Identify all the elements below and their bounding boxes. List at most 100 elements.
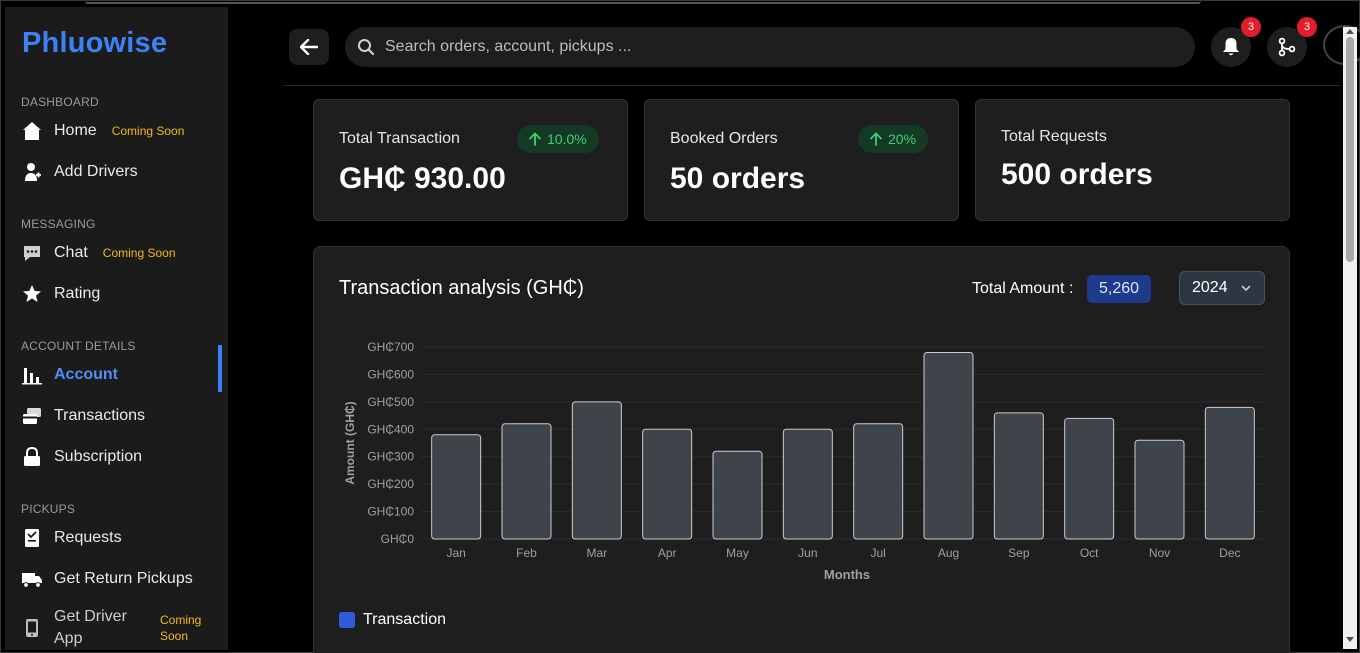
stat-value: 50 orders <box>670 162 806 195</box>
y-tick-label: GH₵500 <box>367 395 414 409</box>
branches-button[interactable]: 3 <box>1267 17 1317 67</box>
sidebar-item-add-drivers[interactable]: Add Drivers <box>21 159 221 185</box>
bar-jan <box>431 434 482 540</box>
sidebar-item-label: Add Drivers <box>54 163 138 180</box>
sidebar-item-subscription[interactable]: Subscription <box>21 444 221 470</box>
legend-swatch <box>339 612 355 628</box>
sidebar-item-label: Account <box>54 366 118 383</box>
bar-apr <box>642 428 693 540</box>
bar-aug <box>923 351 974 540</box>
sidebar-item-label: Requests <box>54 529 122 546</box>
sidebar-item-transactions[interactable]: Transactions <box>21 403 221 429</box>
total-amount-label: Total Amount : <box>972 280 1074 297</box>
search-icon <box>358 39 375 56</box>
search-input[interactable] <box>385 38 1165 56</box>
arrow-up-icon <box>529 132 541 146</box>
truck-icon <box>21 568 43 590</box>
bar-nov <box>1134 439 1185 540</box>
coming-soon-label: Coming Soon <box>111 124 185 138</box>
y-tick-label: GH₵100 <box>367 505 414 519</box>
back-button[interactable] <box>289 29 329 65</box>
x-tick-label: Dec <box>1219 546 1240 560</box>
sidebar: Phluowise DASHBOARD Home Coming Soon Add… <box>5 7 228 650</box>
sidebar-item-get-return-pickups[interactable]: Get Return Pickups <box>21 566 221 592</box>
notification-badge: 3 <box>1241 17 1261 37</box>
branches-badge: 3 <box>1297 17 1317 37</box>
sidebar-item-label: Subscription <box>54 448 143 465</box>
window-top-edge <box>85 1 1201 4</box>
x-tick-label: May <box>726 546 749 560</box>
sidebar-item-account[interactable]: Account <box>21 362 221 388</box>
section-pickups: PICKUPS <box>21 502 76 516</box>
transactions-icon <box>21 405 43 427</box>
stat-title: Total Requests <box>1001 128 1107 145</box>
sidebar-item-rating[interactable]: Rating <box>21 281 221 307</box>
header-divider <box>283 85 1341 86</box>
sidebar-item-label: Home <box>54 122 97 139</box>
sidebar-item-get-driver-app[interactable]: Get Driver App Coming Soon <box>21 605 221 651</box>
sidebar-item-label: Get Return Pickups <box>54 570 193 587</box>
notifications-button[interactable]: 3 <box>1211 17 1261 67</box>
scroll-up-arrow[interactable] <box>1346 29 1354 34</box>
home-icon <box>21 120 43 142</box>
active-indicator <box>218 345 222 392</box>
chat-icon <box>21 242 43 264</box>
sidebar-item-label: Rating <box>54 285 101 302</box>
x-tick-label: Feb <box>516 546 537 560</box>
bar-sep <box>993 412 1044 540</box>
x-tick-label: Jan <box>446 546 465 560</box>
sidebar-item-chat[interactable]: Chat Coming Soon <box>21 240 221 266</box>
stat-value: 500 orders <box>1001 158 1153 191</box>
change-value: 20% <box>888 131 917 147</box>
stat-card-total-requests: Total Requests 500 orders <box>975 99 1290 221</box>
y-tick-label: GH₵200 <box>367 477 414 491</box>
bar-may <box>712 450 763 540</box>
y-tick-label: GH₵400 <box>367 422 414 436</box>
bar-chart-icon <box>21 364 43 386</box>
chevron-down-icon <box>1241 285 1251 292</box>
bell-icon <box>1223 38 1239 56</box>
y-tick-label: GH₵600 <box>367 367 414 381</box>
phone-icon <box>21 617 43 639</box>
x-tick-label: Jun <box>798 546 817 560</box>
x-tick-label: Mar <box>586 546 607 560</box>
bar-mar <box>571 401 622 540</box>
stat-title: Total Transaction <box>339 130 460 147</box>
y-tick-label: GH₵0 <box>381 532 415 546</box>
transaction-analysis-card: Transaction analysis (GH₵) Total Amount … <box>313 246 1290 653</box>
search-bar[interactable] <box>345 27 1195 67</box>
x-axis-label: Months <box>824 567 870 582</box>
bar-jun <box>782 428 833 540</box>
sidebar-item-requests[interactable]: Requests <box>21 525 221 551</box>
change-value: 10.0% <box>547 131 587 147</box>
sidebar-item-label: Get Driver App <box>54 608 127 647</box>
stat-card-total-transaction: Total Transaction 10.0% GH₵ 930.00 <box>313 99 628 221</box>
bar-oct <box>1064 417 1115 540</box>
stat-card-booked-orders: Booked Orders 20% 50 orders <box>644 99 959 221</box>
sidebar-item-home[interactable]: Home Coming Soon <box>21 118 221 144</box>
scrollbar-thumb[interactable] <box>1346 37 1354 262</box>
section-messaging: MESSAGING <box>21 217 96 231</box>
year-select-value: 2024 <box>1192 279 1228 296</box>
logo[interactable]: Phluowise <box>22 27 168 59</box>
y-axis-label: Amount (GH₵) <box>343 401 357 484</box>
x-tick-label: Aug <box>938 546 959 560</box>
requests-icon <box>21 527 43 549</box>
sidebar-item-label: Transactions <box>54 407 145 424</box>
arrow-left-icon <box>300 39 318 55</box>
bar-jul <box>853 423 904 540</box>
y-tick-label: GH₵700 <box>367 340 414 354</box>
arrow-up-icon <box>870 132 882 146</box>
scroll-down-arrow[interactable] <box>1346 637 1354 642</box>
bar-dec <box>1204 406 1255 540</box>
x-tick-label: Nov <box>1149 546 1170 560</box>
year-select[interactable]: 2024 <box>1179 271 1265 305</box>
total-amount-value: 5,260 <box>1087 275 1152 303</box>
sidebar-item-label: Chat <box>54 244 88 261</box>
chart-legend[interactable]: Transaction <box>339 611 446 629</box>
coming-soon-label: Coming Soon <box>160 613 202 643</box>
add-driver-icon <box>21 161 43 183</box>
x-tick-label: Sep <box>1008 546 1030 560</box>
change-badge: 10.0% <box>517 125 599 153</box>
